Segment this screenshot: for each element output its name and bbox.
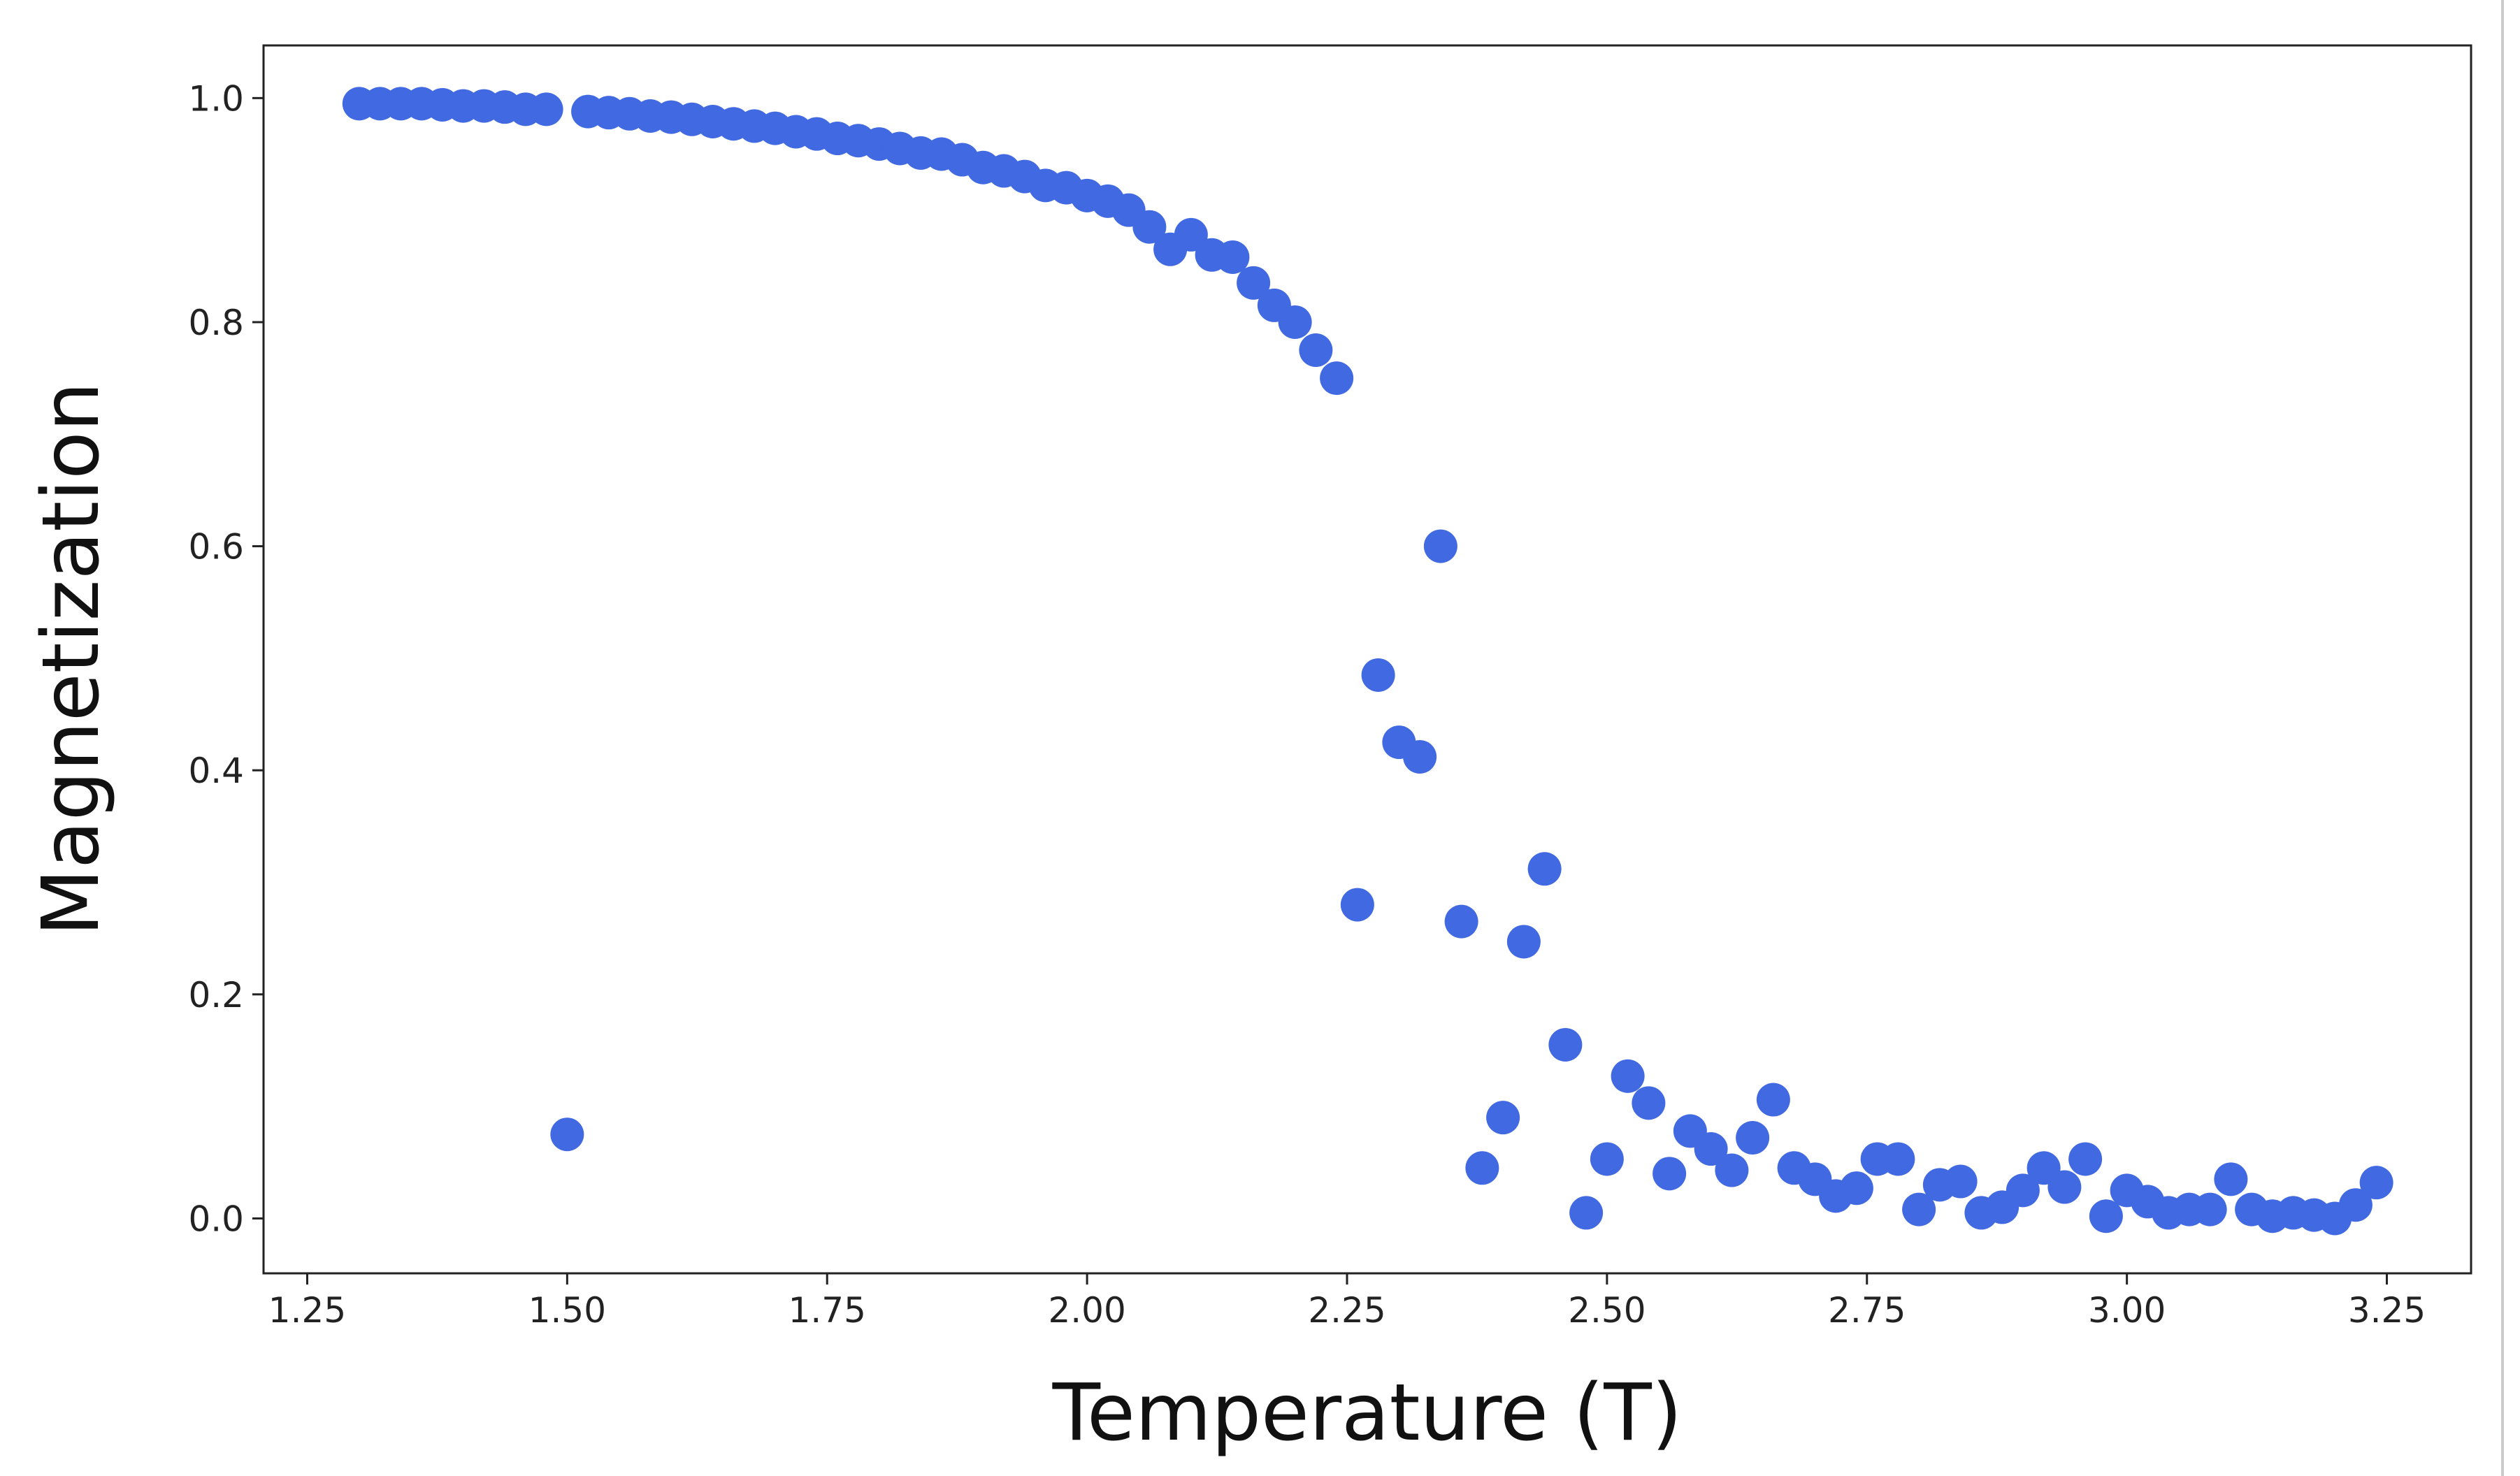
point xyxy=(1569,1196,1604,1230)
point xyxy=(1299,333,1333,368)
point xyxy=(1132,210,1167,244)
point xyxy=(1590,1142,1624,1176)
point xyxy=(1216,240,1250,274)
point xyxy=(1486,1101,1520,1135)
point xyxy=(1444,904,1478,939)
x-tick-label: 1.25 xyxy=(268,1290,346,1331)
point xyxy=(1548,1027,1583,1062)
point xyxy=(529,92,563,126)
point xyxy=(1320,361,1354,396)
point xyxy=(1465,1151,1499,1185)
point xyxy=(1694,1132,1728,1166)
point xyxy=(2359,1166,2393,1200)
point xyxy=(1632,1086,1666,1120)
point xyxy=(1653,1157,1687,1191)
x-tick-label: 2.25 xyxy=(1308,1290,1385,1331)
y-tick-label: 0.4 xyxy=(188,751,244,791)
y-tick-label: 0.0 xyxy=(188,1199,244,1239)
point xyxy=(1839,1171,1873,1206)
point xyxy=(1361,658,1395,692)
x-tick-label: 2.00 xyxy=(1048,1290,1125,1331)
x-tick-label: 1.75 xyxy=(789,1290,866,1331)
point xyxy=(1611,1059,1645,1093)
point xyxy=(1278,305,1312,339)
x-tick-label: 1.50 xyxy=(528,1290,606,1331)
point xyxy=(2047,1170,2082,1204)
y-tick-label: 0.8 xyxy=(188,303,244,343)
point xyxy=(2006,1173,2040,1208)
y-tick-label: 0.2 xyxy=(188,975,244,1015)
point xyxy=(1174,217,1208,252)
x-tick-label: 3.25 xyxy=(2348,1290,2426,1331)
point xyxy=(550,1117,584,1152)
y-axis-label: Magnetization xyxy=(26,382,117,936)
point xyxy=(1506,925,1541,959)
point xyxy=(1527,852,1562,886)
point xyxy=(1237,266,1271,300)
x-tick-label: 2.75 xyxy=(1828,1290,1906,1331)
point xyxy=(1902,1192,1936,1227)
x-axis-label: Temperature (T) xyxy=(1052,1368,1683,1459)
point xyxy=(2193,1192,2227,1227)
point xyxy=(2089,1199,2123,1233)
point xyxy=(1881,1142,1915,1176)
x-tick-label: 2.50 xyxy=(1568,1290,1646,1331)
point xyxy=(1756,1083,1790,1117)
y-tick-label: 0.6 xyxy=(188,527,244,567)
point xyxy=(2068,1142,2103,1176)
point xyxy=(1340,888,1374,922)
point xyxy=(2214,1162,2248,1196)
point xyxy=(1736,1121,1770,1155)
plot-frame xyxy=(262,44,2472,1275)
point xyxy=(2338,1188,2373,1222)
point xyxy=(1715,1153,1749,1187)
point xyxy=(1403,739,1437,774)
point xyxy=(1943,1164,1978,1199)
x-tick-label: 3.00 xyxy=(2088,1290,2166,1331)
point xyxy=(1423,529,1457,563)
y-tick-label: 1.0 xyxy=(188,78,244,119)
